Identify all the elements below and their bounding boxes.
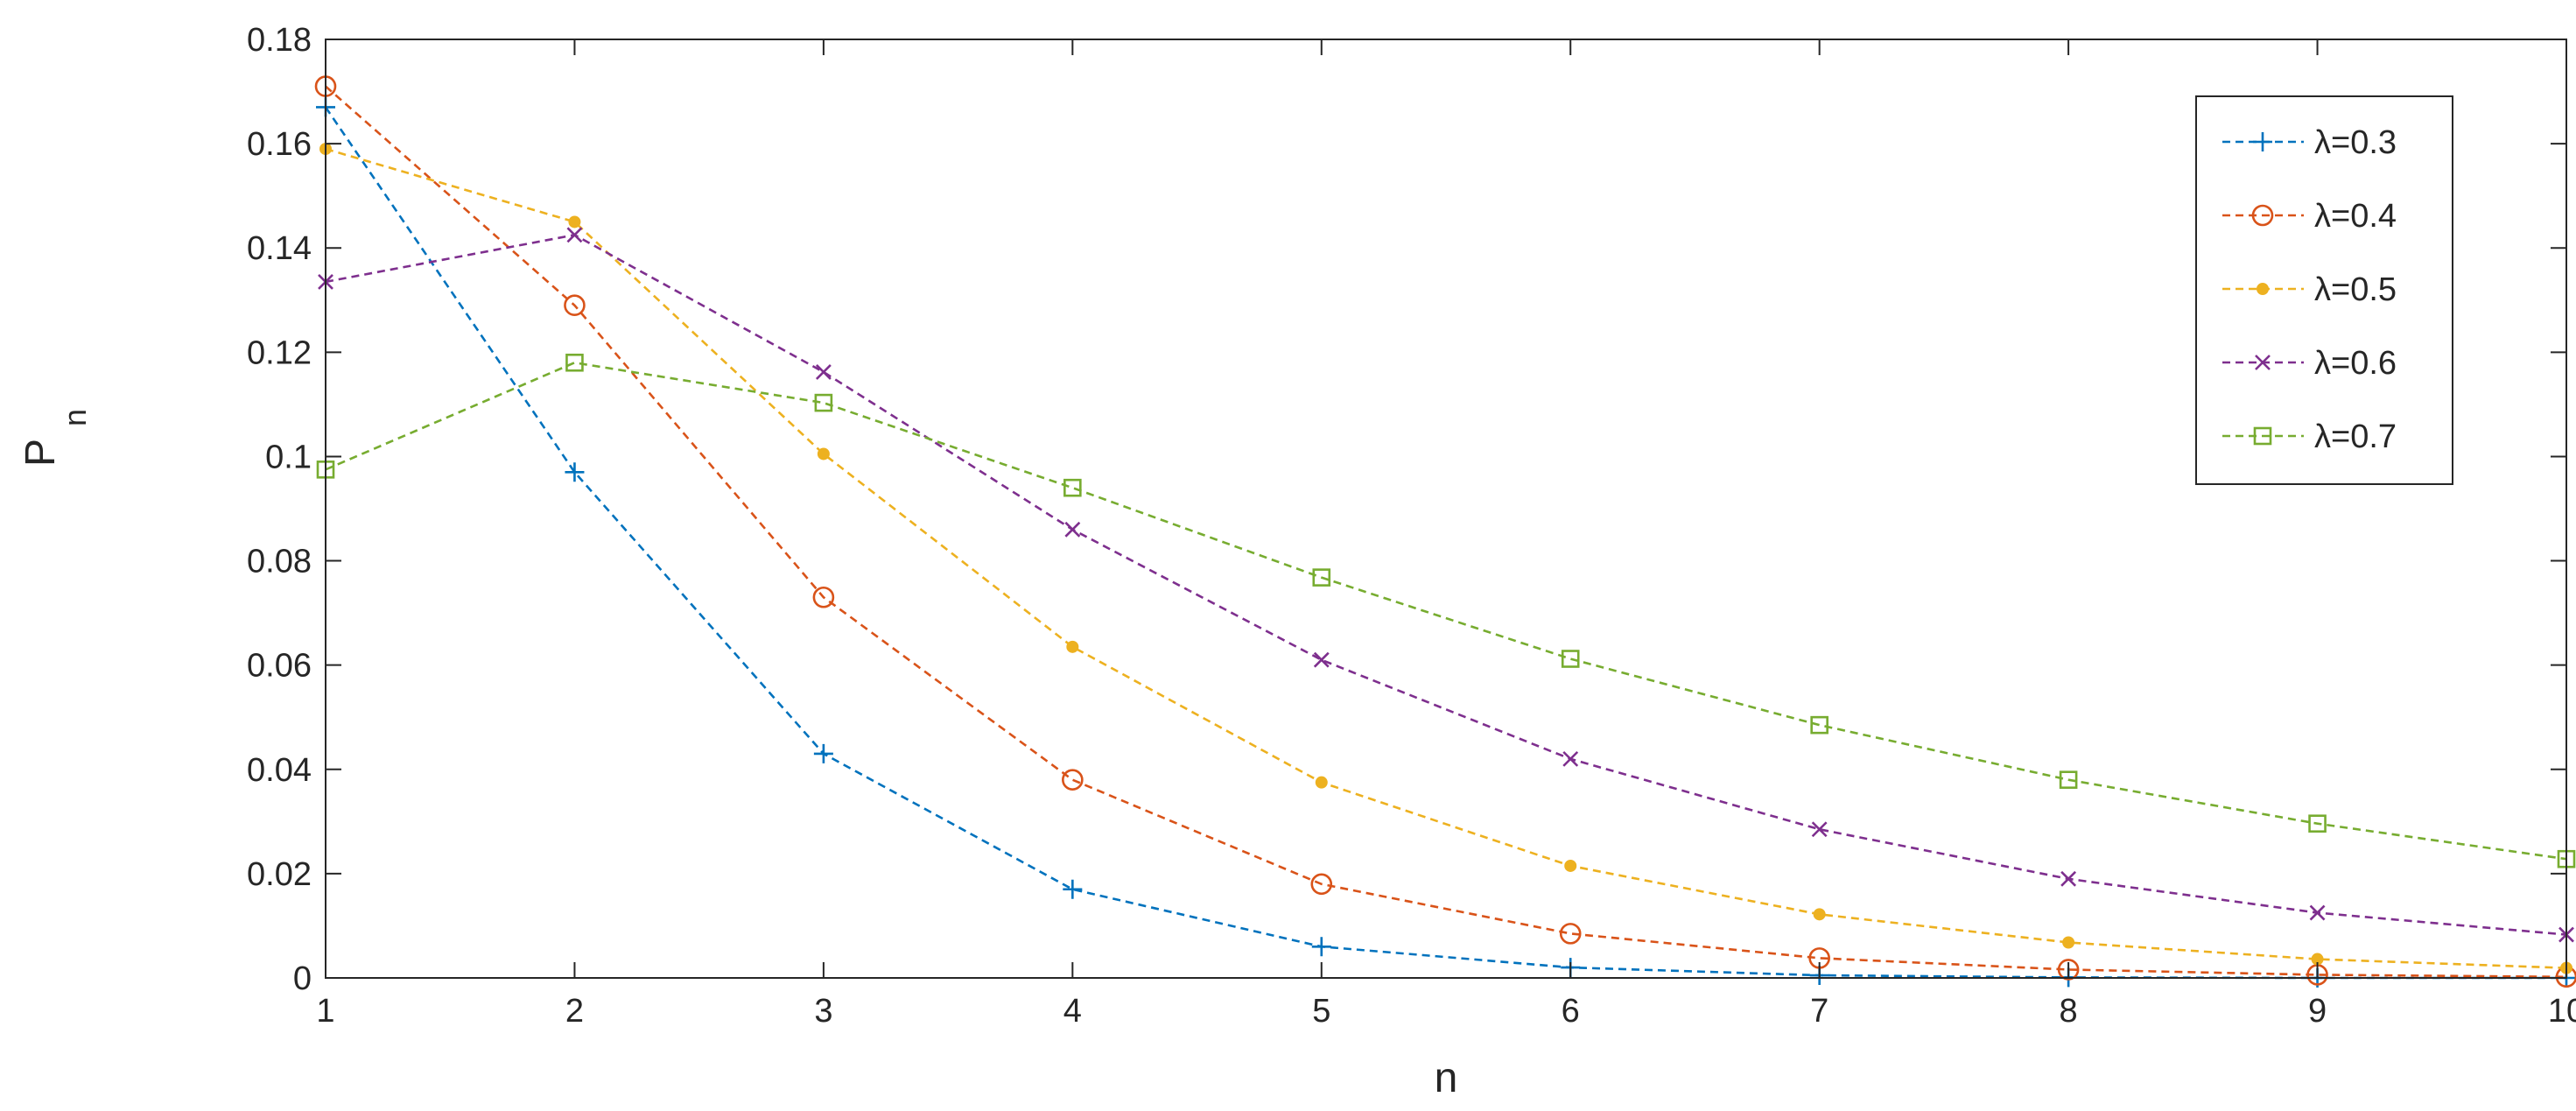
data-point <box>1062 769 1084 791</box>
legend-item: λ=0.4 <box>2222 198 2397 235</box>
data-point <box>1564 859 1577 872</box>
plot-frame <box>325 39 2567 979</box>
x-tick-label: 8 <box>2060 993 2078 1030</box>
legend-item: λ=0.3 <box>2222 124 2397 161</box>
data-point <box>1312 568 1331 587</box>
data-point <box>812 586 835 608</box>
y-tick-label: 0.08 <box>247 544 312 580</box>
y-tick-label: 0.16 <box>247 126 312 163</box>
data-point <box>1559 923 1582 945</box>
y-tick-label: 0.18 <box>247 22 312 59</box>
series-3 <box>319 143 2572 974</box>
data-point <box>813 743 833 763</box>
data-point <box>1813 908 1826 921</box>
data-point <box>1311 937 1331 957</box>
legend-label: λ=0.6 <box>2314 345 2397 382</box>
series-5 <box>316 353 2576 868</box>
data-point <box>1315 776 1328 789</box>
series-line <box>325 233 2567 936</box>
legend-marker <box>2253 426 2272 446</box>
x-axis: 1 2 3 4 5 6 7 8 9 10 <box>316 39 2576 1030</box>
data-point <box>566 227 583 243</box>
data-point <box>814 393 833 412</box>
x-tick-label: 4 <box>1063 993 1082 1030</box>
x-axis-title: n <box>1435 1055 1458 1101</box>
legend-item: λ=0.7 <box>2222 418 2397 455</box>
x-tick-label: 7 <box>1810 993 1828 1030</box>
legend-item: λ=0.6 <box>2222 345 2397 382</box>
plot-background <box>326 39 2566 978</box>
data-point <box>1313 651 1330 668</box>
data-point <box>2059 770 2078 789</box>
data-point <box>565 353 584 372</box>
x-tick-label: 9 <box>2308 993 2327 1030</box>
x-tick-label: 2 <box>565 993 584 1030</box>
y-tick-label: 0.12 <box>247 334 312 371</box>
data-point <box>2308 814 2327 833</box>
data-point <box>1561 650 1580 668</box>
y-tick-label: 0.14 <box>247 230 312 267</box>
x-tick-label: 1 <box>316 993 334 1030</box>
legend-marker <box>2251 204 2274 227</box>
legend-label: λ=0.5 <box>2314 271 2397 308</box>
data-point <box>817 447 830 461</box>
y-tick-label: 0.1 <box>265 439 312 475</box>
data-point <box>2057 959 2080 981</box>
legend-label: λ=0.3 <box>2314 124 2397 161</box>
x-tick-label: 10 <box>2548 993 2576 1030</box>
data-point <box>565 462 585 482</box>
data-point <box>1310 873 1333 896</box>
data-point <box>1811 821 1828 838</box>
x-tick-label: 5 <box>1312 993 1330 1030</box>
legend-label: λ=0.4 <box>2314 198 2397 235</box>
legend-marker <box>2253 132 2272 151</box>
data-point <box>2062 936 2075 949</box>
series-line <box>325 147 2567 969</box>
data-point <box>1063 879 1083 899</box>
x-tick-label: 3 <box>814 993 832 1030</box>
y-tick-label: 0 <box>293 960 312 997</box>
y-axis-title-subscript: n <box>57 409 93 426</box>
series-layer <box>314 75 2576 988</box>
data-point <box>1562 750 1579 767</box>
legend-marker <box>2257 283 2269 295</box>
data-point <box>568 215 581 229</box>
data-point <box>1064 521 1081 538</box>
series-line <box>325 85 2567 979</box>
data-point <box>2309 904 2326 921</box>
y-axis-title-main: P <box>18 439 64 467</box>
y-tick-label: 0.04 <box>247 752 312 789</box>
y-tick-label: 0.06 <box>247 648 312 685</box>
x-tick-label: 6 <box>1562 993 1580 1030</box>
legend-box <box>2195 95 2453 485</box>
legend-label: λ=0.7 <box>2314 418 2397 455</box>
data-point <box>1810 715 1828 735</box>
data-point <box>1063 478 1082 497</box>
y-axis-title: Pn <box>18 409 93 467</box>
data-point <box>1066 640 1079 653</box>
svg-text:Pn: Pn <box>18 409 93 467</box>
data-point <box>2060 870 2077 887</box>
y-tick-label: 0.02 <box>247 856 312 893</box>
data-point <box>564 294 586 317</box>
series-line <box>325 361 2567 861</box>
legend-marker <box>2255 355 2271 370</box>
y-axis: 0 0.02 0.04 0.06 0.08 0.1 0.12 0.14 0.16 0.18 <box>247 22 2566 997</box>
data-point <box>815 364 832 380</box>
legend: λ=0.3 λ=0.4 λ=0.5 λ=0.6 λ=0.7 <box>2195 95 2453 485</box>
legend-item: λ=0.5 <box>2222 271 2397 308</box>
